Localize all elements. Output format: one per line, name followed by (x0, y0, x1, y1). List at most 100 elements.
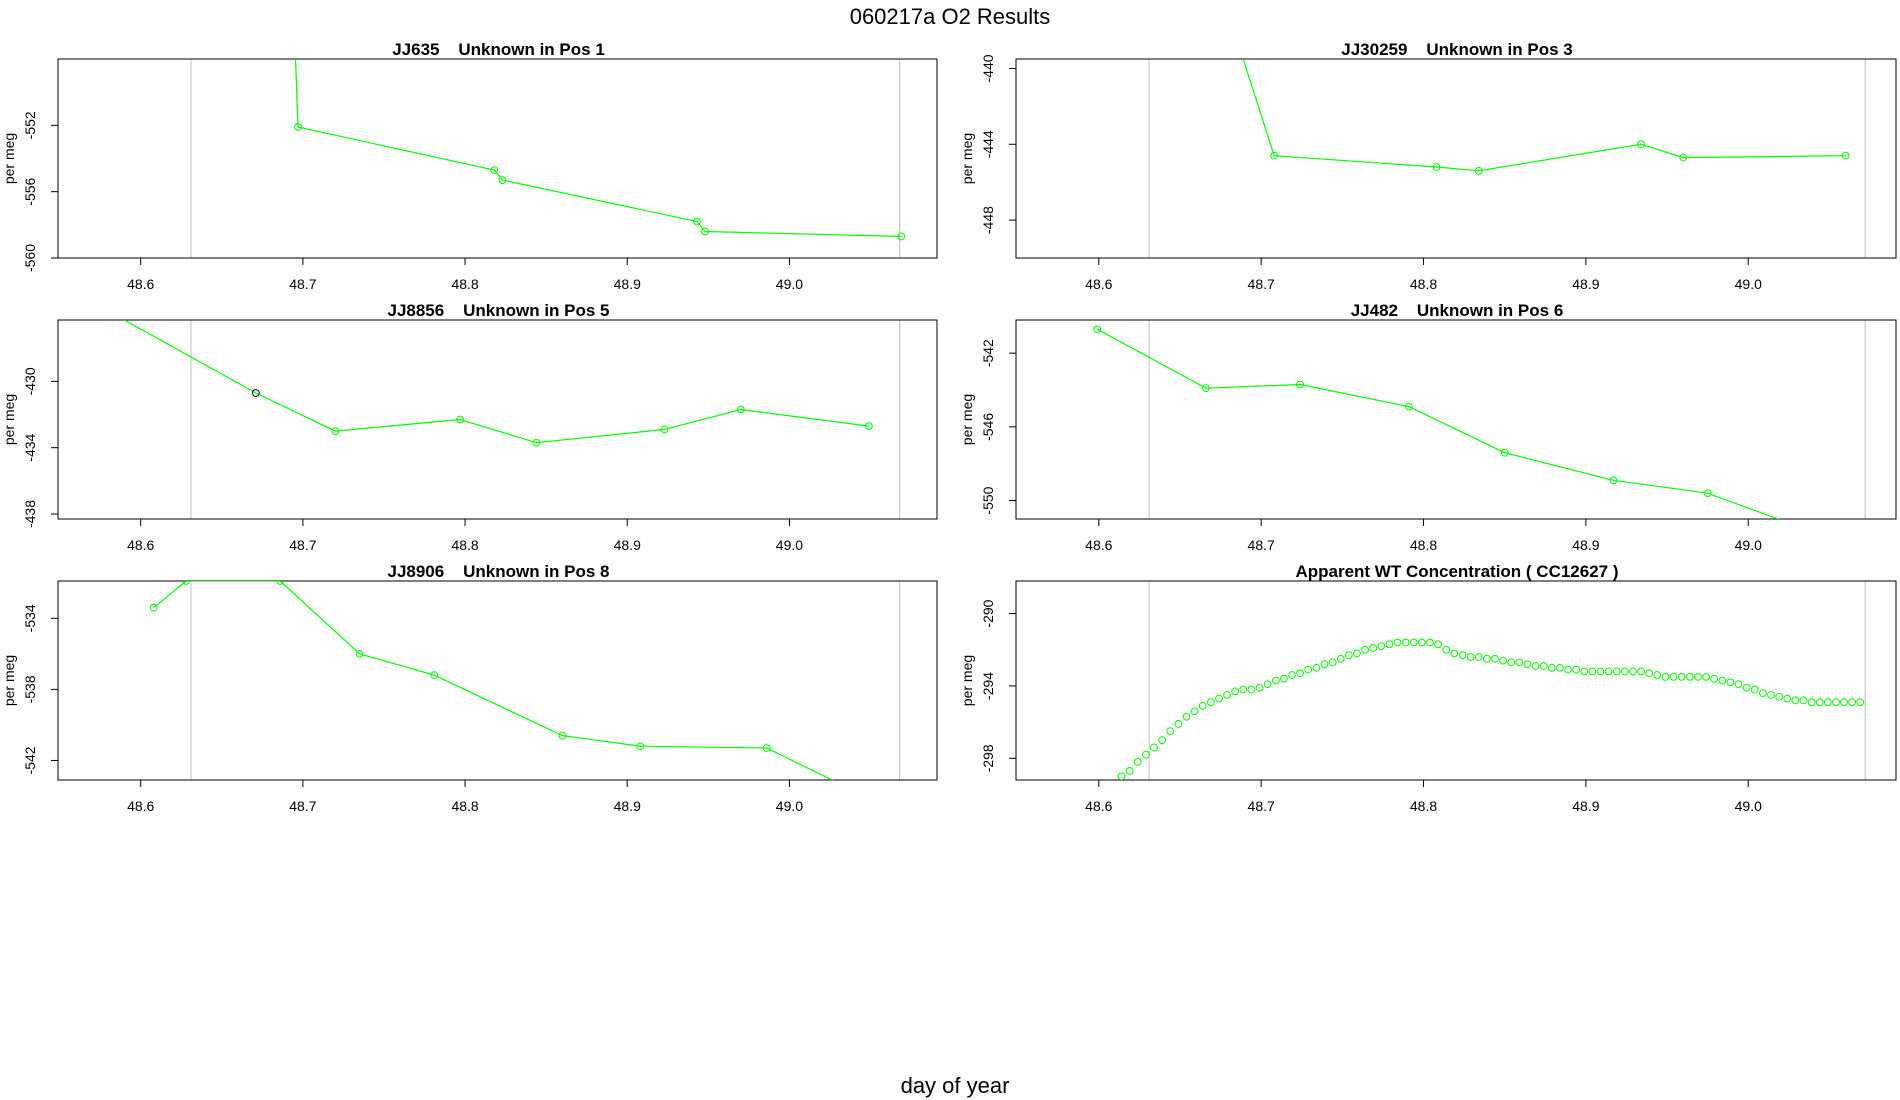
data-point (1580, 667, 1589, 676)
data-point (1466, 653, 1475, 661)
series-group (1242, 59, 1850, 175)
chart-panel-5: JJ8906 Unknown in Pos 8 48.6 48.7 48.8 48.9 4… (1, 562, 938, 814)
data-point (1848, 698, 1857, 707)
data-point (1166, 727, 1175, 736)
data-point (840, 782, 847, 789)
data-point (701, 227, 709, 236)
x-tick-label: 48.6 (1085, 798, 1112, 814)
x-tick-label: 48.7 (1248, 537, 1275, 553)
data-point (1312, 663, 1321, 672)
data-point (1547, 663, 1556, 672)
data-point (1418, 638, 1426, 647)
y-tick-label: -434 (22, 433, 38, 461)
data-point (1775, 692, 1783, 701)
data-point (1279, 674, 1288, 683)
data-point (1815, 698, 1824, 707)
data-point (1353, 649, 1361, 658)
data-point (1499, 656, 1507, 665)
data-point (1758, 689, 1767, 698)
y-tick-label: -290 (980, 599, 996, 627)
plot-frame (57, 58, 938, 259)
data-point (1572, 665, 1581, 674)
data-point (1174, 720, 1183, 728)
x-tick-label: 48.7 (289, 798, 316, 814)
data-point (660, 425, 669, 434)
data-point (1458, 651, 1467, 660)
x-tick-label: 48.6 (127, 537, 154, 553)
data-point (864, 422, 873, 431)
data-point (251, 389, 260, 397)
data-point (1653, 671, 1662, 679)
data-point (1150, 743, 1158, 752)
data-point (1515, 658, 1524, 667)
data-point (1270, 151, 1279, 160)
data-point (1432, 163, 1441, 171)
data-point (1239, 685, 1248, 694)
data-point (1710, 674, 1719, 683)
data-point (490, 166, 499, 175)
panels-container: JJ635 Unknown in Pos 1 48.6 48.7 48.8 48.9 49… (1, 40, 1897, 814)
data-point (1556, 663, 1564, 672)
chart-title: JJ8856 Unknown in Pos 5 (387, 301, 609, 320)
x-axis-label: day of year (901, 1073, 1010, 1098)
chart-title: JJ482 Unknown in Pos 6 (1351, 301, 1564, 320)
data-point (1288, 671, 1296, 679)
data-point (762, 744, 771, 752)
data-point (1703, 489, 1712, 498)
data-point (1742, 683, 1751, 692)
data-point (693, 217, 701, 226)
chart-panel-1: JJ635 Unknown in Pos 1 48.6 48.7 48.8 48.9 49… (1, 40, 938, 292)
data-point (736, 405, 745, 414)
data-point (498, 176, 507, 184)
data-point (1685, 672, 1694, 681)
data-point (1320, 660, 1329, 669)
data-point (1750, 685, 1759, 694)
data-point (182, 581, 191, 585)
data-point (1117, 772, 1126, 780)
data-point (1726, 678, 1735, 687)
data-point (1369, 644, 1378, 652)
data-point (1507, 658, 1516, 667)
data-point (1500, 448, 1509, 457)
data-point (1612, 667, 1621, 676)
x-tick-label: 49.0 (1735, 798, 1762, 814)
data-point (1637, 140, 1645, 149)
series-group (124, 320, 873, 447)
figure-title: 060217a O2 Results (850, 4, 1051, 29)
data-point (1841, 151, 1850, 160)
data-point (1133, 758, 1142, 766)
plot-frame (57, 319, 938, 520)
data-point (1385, 640, 1394, 649)
x-tick-label: 49.0 (776, 798, 803, 814)
data-point (1669, 672, 1678, 681)
data-point (331, 427, 340, 436)
x-tick-label: 48.7 (1248, 798, 1275, 814)
x-tick-label: 48.8 (1410, 276, 1437, 292)
data-point (1296, 669, 1305, 678)
y-tick-label: -430 (22, 367, 38, 395)
data-point (430, 671, 439, 680)
data-point (1588, 667, 1597, 676)
y-tick-label: -440 (980, 54, 996, 82)
data-point (897, 232, 906, 241)
data-point (1677, 672, 1686, 681)
series-group (1117, 638, 1865, 780)
data-point (1531, 662, 1540, 670)
x-tick-label: 48.8 (451, 798, 478, 814)
data-point (1182, 712, 1191, 721)
y-axis-label: per meg (959, 394, 975, 445)
data-point (1564, 665, 1572, 674)
data-point (1783, 694, 1792, 703)
data-point (1474, 653, 1483, 661)
data-point (1679, 153, 1688, 162)
chart-panel-3: JJ8856 Unknown in Pos 5 48.6 48.7 48.8 48.9 4… (1, 301, 938, 553)
series-line (1096, 328, 1780, 519)
chart-panel-4: JJ482 Unknown in Pos 6 48.6 48.7 48.8 48.9 49… (959, 301, 1897, 553)
data-point (1823, 698, 1832, 707)
x-tick-label: 49.0 (1735, 537, 1762, 553)
y-tick-label: -438 (22, 500, 38, 528)
data-point (1336, 654, 1345, 663)
x-tick-label: 48.6 (127, 798, 154, 814)
data-point (1393, 638, 1402, 647)
